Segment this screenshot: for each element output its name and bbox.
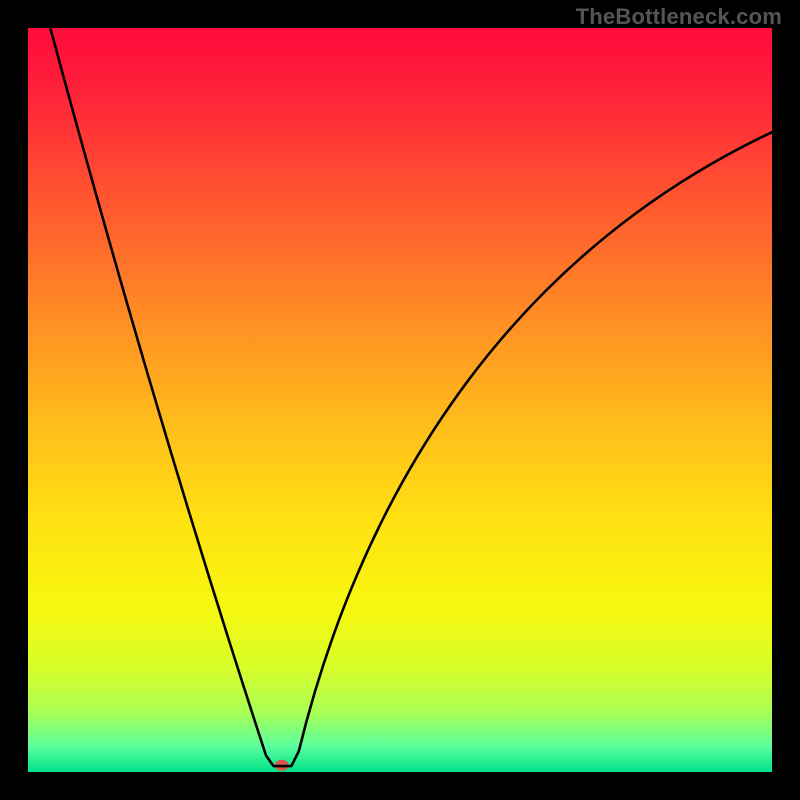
chart-container: TheBottleneck.com [0, 0, 800, 800]
bottleneck-chart [0, 0, 800, 800]
plot-background [28, 28, 772, 772]
watermark-text: TheBottleneck.com [576, 4, 782, 30]
